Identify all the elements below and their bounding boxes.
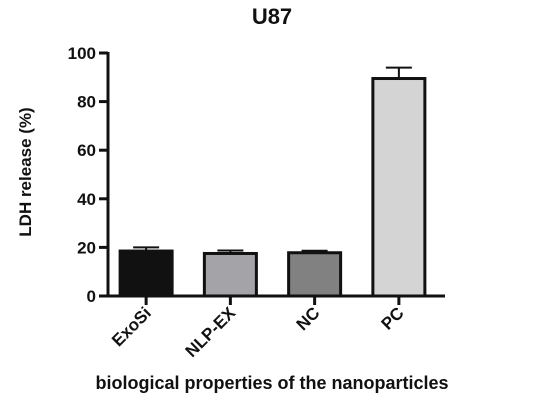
- y-axis-label: LDH release (%): [16, 107, 35, 236]
- y-tick-label: 100: [68, 44, 96, 63]
- chart-title: U87: [252, 4, 292, 29]
- bar: [371, 77, 427, 298]
- x-tick-label: NLP-EX: [182, 303, 240, 361]
- x-tick-label: NC: [293, 303, 324, 334]
- x-tick-label: ExoSi: [108, 303, 155, 350]
- y-tick-label: 0: [87, 287, 96, 306]
- bars: [118, 66, 427, 298]
- bar: [287, 251, 343, 298]
- y-axis: 0 20 40 60 80 100: [68, 44, 110, 306]
- x-axis: ExoSi NLP-EX NC PC: [107, 294, 445, 361]
- y-tick-label: 20: [77, 238, 96, 257]
- y-tick-label: 60: [77, 141, 96, 160]
- y-tick-label: 40: [77, 190, 96, 209]
- bar: [118, 249, 174, 298]
- x-axis-label: biological properties of the nanoparticl…: [95, 373, 448, 393]
- x-tick-label: PC: [378, 303, 408, 333]
- y-tick-label: 80: [77, 93, 96, 112]
- bar: [202, 251, 258, 298]
